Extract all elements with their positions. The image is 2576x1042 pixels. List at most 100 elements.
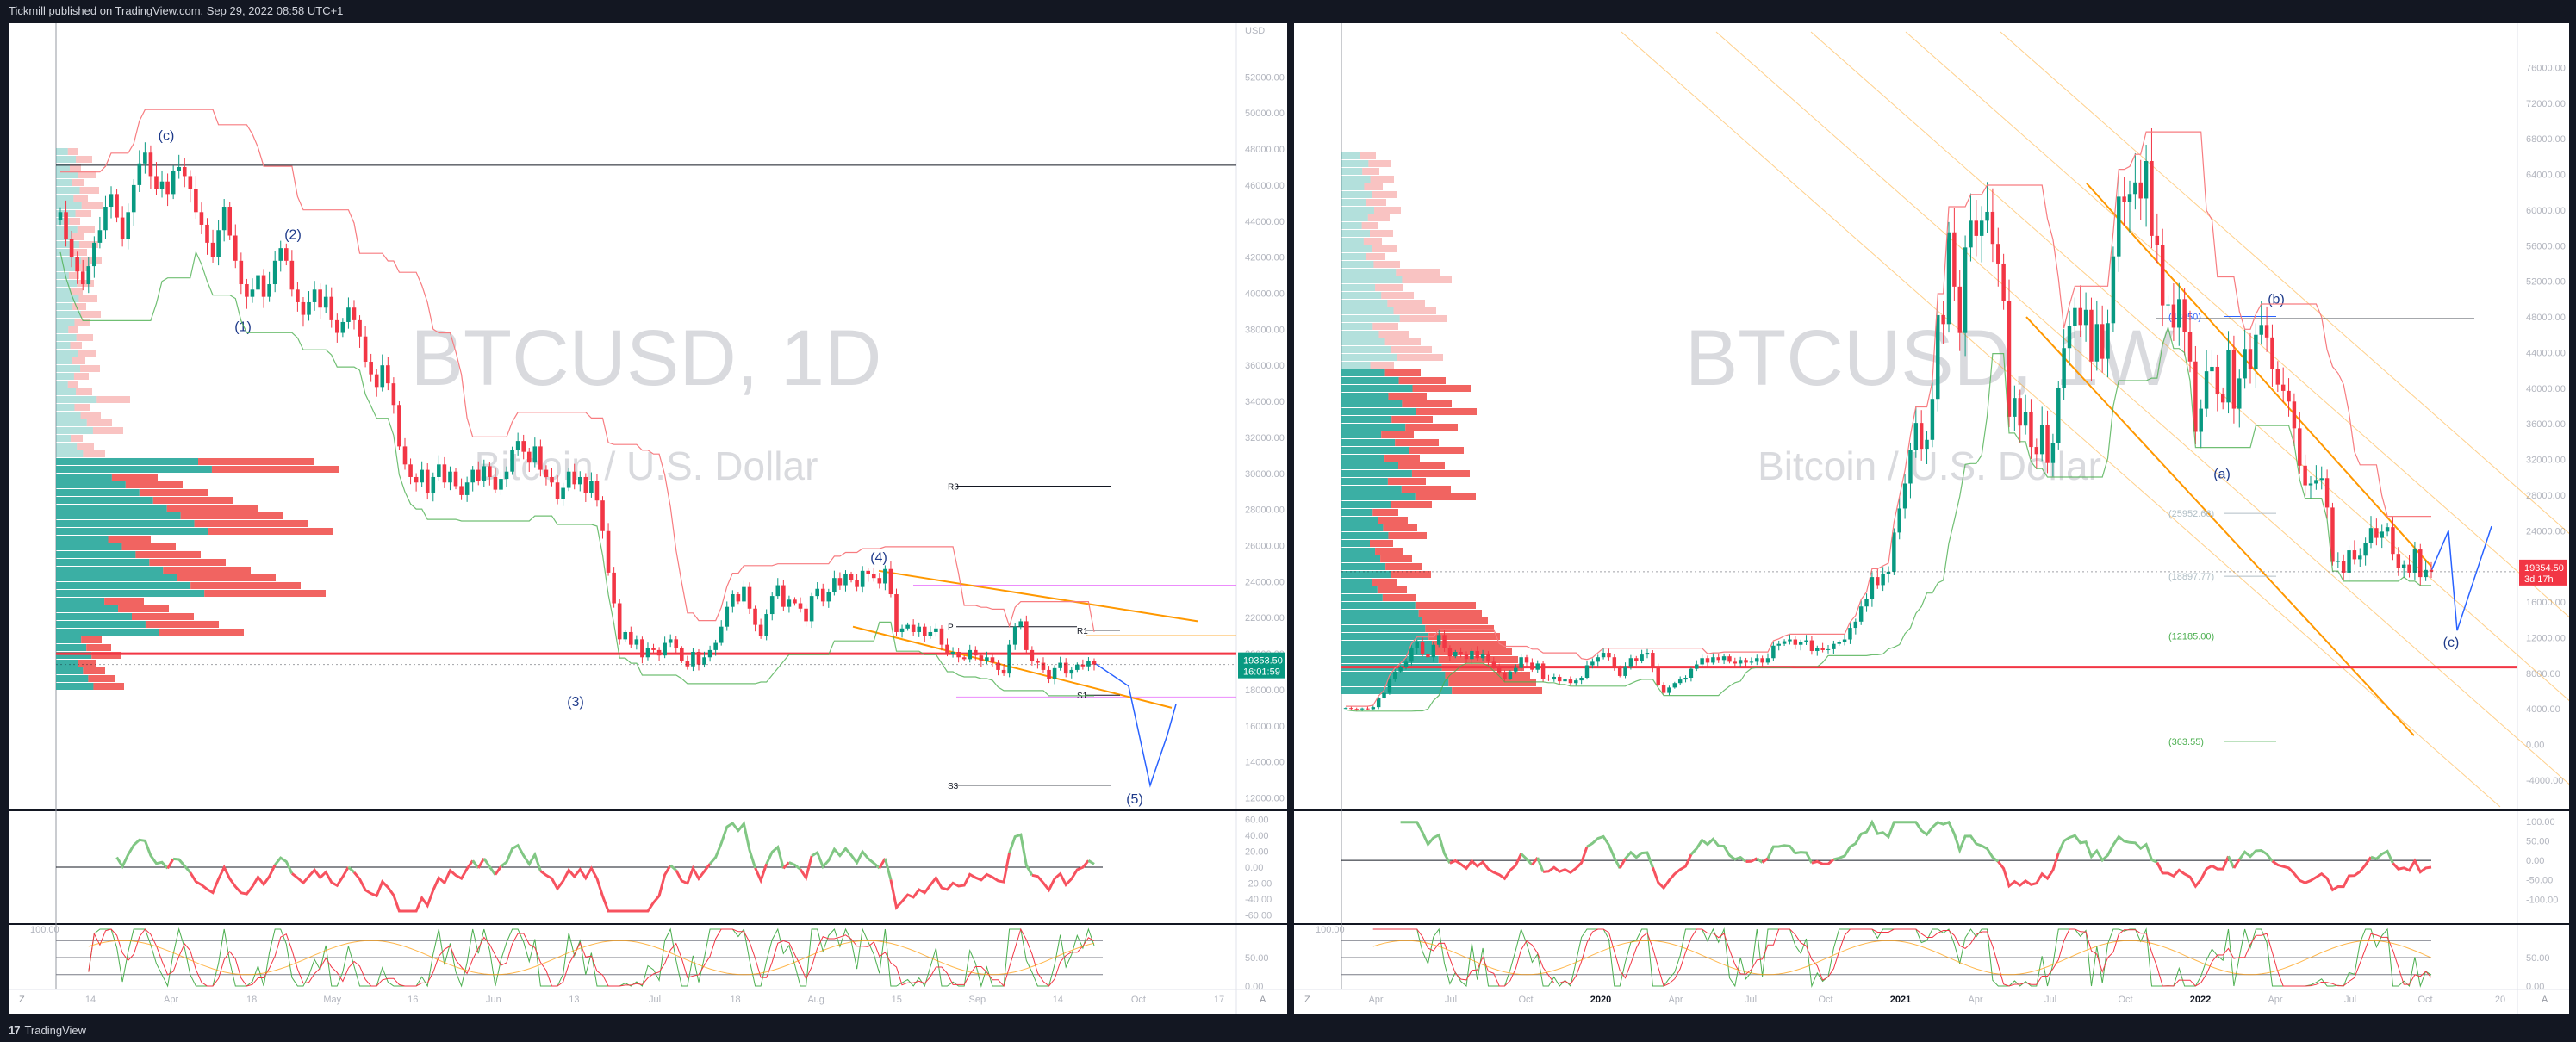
candle-body [1415,642,1419,648]
volume-profile-down [125,481,183,488]
x-tick-label: 16 [408,995,418,1005]
volume-profile-up [1341,176,1371,183]
candle-body [1601,653,1606,658]
daily-chart-svg[interactable]: BTCUSD, 1D Bitcoin / U.S. Dollar 52000.00 5… [9,23,1287,1014]
volume-profile-down [91,652,121,659]
candle-body [278,248,283,261]
volume-profile-up [56,164,70,171]
watermark-description: Bitcoin / U.S. Dollar [1758,443,2101,488]
channel-upper [878,569,1198,623]
volume-profile-up [1341,183,1365,190]
volume-profile-up [1341,486,1402,493]
projection-path [2430,525,2492,631]
candle-body [267,284,271,297]
volume-profile-down [1452,687,1542,694]
wave-label: (c) [159,129,175,144]
candle-body [510,450,514,472]
x-tick-label: Jun [486,995,501,1005]
volume-profile-down [166,505,258,512]
volume-profile-down [1378,331,1409,338]
trailing-stop-upper [60,109,1095,632]
candle-body [939,628,944,645]
candle-body [1453,652,1458,657]
candle-body [707,649,712,658]
y-tick-label: 8000.00 [2526,669,2560,679]
volume-profile-up [1341,207,1374,214]
volume-profile-up [56,419,87,426]
volume-profile-down [1416,408,1477,415]
rsi-line [1761,857,1769,864]
x-tick-label: 20 [2495,995,2505,1005]
rsi-line [500,843,542,871]
candle-body [922,626,927,636]
candle-body [58,212,63,220]
candle-body [696,652,701,665]
volume-profile-down [78,241,98,248]
candle-body [2100,324,2105,359]
candle-body [323,296,328,308]
candle-body [391,383,396,406]
candle-body [583,476,588,493]
candle-body [1426,654,1430,658]
chart-panel-daily[interactable]: BTCUSD, 1D Bitcoin / U.S. Dollar 52000.00 5… [9,23,1287,1014]
rsi-line [1997,853,2060,889]
volume-profile-down [78,171,96,178]
candle-body [1776,643,1781,646]
volume-profile-down [118,605,169,612]
volume-profile-down [1397,354,1443,361]
volume-profile-up [56,257,82,264]
rsi-tick-label: 0.00 [1245,863,1263,873]
x-tick-label: Aug [807,995,824,1005]
volume-profile-down [74,404,90,411]
volume-profile-up [1341,377,1399,384]
candle-body [1760,658,1764,663]
volume-profile-down [132,613,194,620]
volume-profile-down [1364,183,1383,190]
rsi-tick-label: 60.00 [1245,816,1269,826]
volume-profile-down [1402,276,1452,283]
x-tick-label: 14 [85,995,96,1005]
candle-body [1979,220,1984,236]
candle-body [1721,656,1727,661]
candle-body [2231,350,2237,409]
candle-body [645,648,650,658]
volume-profile-down [1399,315,1447,322]
candle-body [1086,661,1091,667]
auto-scale-icon: A [2542,995,2548,1005]
candle-body [2248,349,2253,369]
candle-body [1711,657,1715,663]
volume-profile-up [1341,424,1406,431]
candle-body [1584,665,1590,678]
candle-body [2429,569,2434,572]
volume-profile-down [1370,540,1393,547]
candle-body [905,624,910,629]
volume-profile-down [190,582,301,589]
y-tick-label: 28000.00 [2526,491,2566,501]
volume-profile-up [1341,517,1378,524]
candle-body [612,572,616,604]
y-tick-label: 36000.00 [2526,419,2566,430]
candle-body [2050,443,2056,463]
rsi-line [2238,848,2274,862]
candle-body [826,592,831,602]
candle-body [1371,707,1376,710]
volume-profile-up [1341,431,1382,438]
volume-profile-up [56,667,84,674]
candle-body [2254,334,2258,369]
y-tick-label: 52000.00 [2526,277,2566,288]
rsi-line [799,855,813,882]
volume-profile-down [1383,524,1417,531]
x-tick-label: 13 [569,995,579,1005]
footer-brand[interactable]: TradingView [24,1024,87,1037]
volume-profile-up [56,396,97,403]
candle-body [482,466,487,481]
volume-profile-up [1341,269,1397,276]
volume-profile-up [1341,284,1376,291]
volume-profile-down [163,567,251,574]
volume-profile-down [68,272,79,279]
volume-profile-up [1341,478,1388,485]
candle-body [1858,606,1864,622]
chart-panel-weekly[interactable]: BTCUSD, 1W Bitcoin / U.S. Dollar 76000.00 7… [1294,23,2569,1014]
rsi-line [675,863,712,885]
